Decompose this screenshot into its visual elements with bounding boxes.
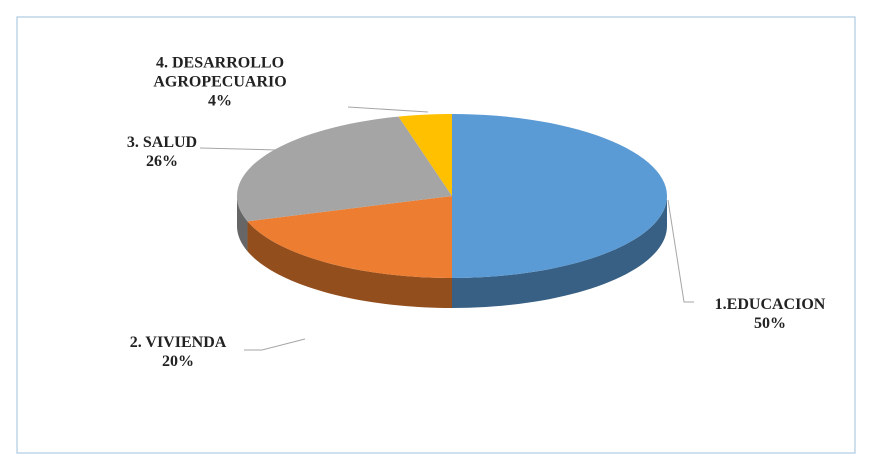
- category-label: 2. VIVIENDA: [129, 334, 227, 351]
- category-label: 3. SALUD: [126, 134, 198, 151]
- data-label: 2. VIVIENDA 20%: [103, 333, 253, 371]
- slice-side: [237, 196, 248, 252]
- value-label: 4%: [208, 92, 232, 110]
- leader-line: [667, 199, 694, 303]
- category-label: 1.EDUCACION: [714, 296, 826, 313]
- value-label: 50%: [754, 315, 786, 332]
- leader-line: [244, 338, 306, 351]
- slice: [237, 116, 452, 222]
- slice-side: [247, 221, 452, 308]
- data-label: 1.EDUCACION 50%: [685, 295, 855, 333]
- leader-line: [347, 106, 429, 113]
- value-label: 20%: [162, 353, 194, 370]
- data-label: 4. DESARROLLO AGROPECUARIO 4%: [120, 54, 320, 111]
- data-label: 3. SALUD 26%: [102, 133, 222, 171]
- slice: [452, 114, 667, 278]
- value-label: 26%: [146, 153, 178, 170]
- slice-side: [452, 196, 667, 308]
- leader-line: [199, 147, 279, 151]
- slice: [247, 196, 452, 278]
- slice: [398, 114, 452, 196]
- category-label: 4. DESARROLLO AGROPECUARIO: [153, 54, 287, 91]
